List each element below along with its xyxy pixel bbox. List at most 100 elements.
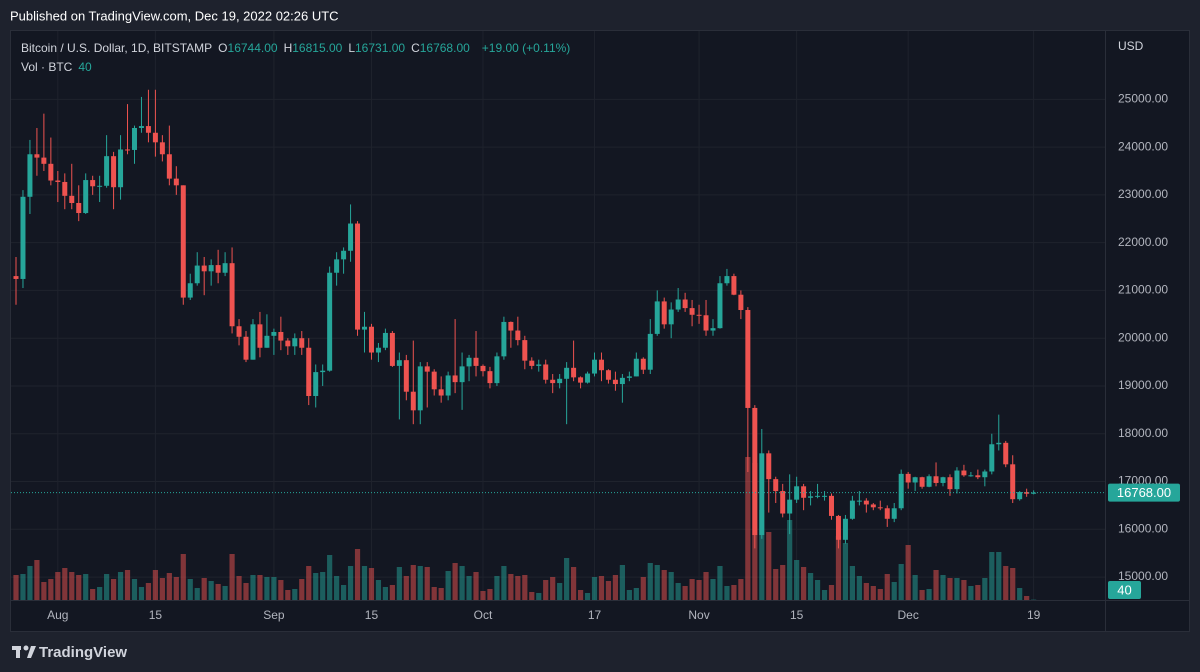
volume-bar — [835, 536, 842, 600]
candle-body — [947, 477, 953, 490]
volume-badge — [1108, 581, 1141, 599]
volume-bar — [745, 457, 751, 600]
candle-body — [355, 223, 361, 330]
candle-body — [640, 358, 646, 370]
volume-bar — [285, 590, 291, 600]
volume-bar — [320, 572, 326, 600]
x-tick-label: 15 — [790, 608, 804, 622]
volume-bar — [306, 566, 312, 600]
volume-bar — [612, 575, 619, 600]
volume-bar — [807, 573, 814, 600]
candle-body — [327, 272, 333, 371]
candle-body — [166, 154, 172, 179]
ohlc-key: H — [283, 41, 293, 55]
volume-bar — [571, 567, 577, 600]
logo-stem — [16, 646, 20, 658]
x-tick-label: 15 — [365, 608, 379, 622]
candle-body — [334, 259, 340, 273]
volume-bar — [417, 566, 423, 600]
volume-bar — [870, 586, 876, 600]
candle-body — [229, 263, 235, 327]
volume-bar — [1010, 568, 1016, 600]
candle-body — [410, 391, 416, 411]
candle-body — [250, 324, 256, 360]
volume-bar — [703, 572, 709, 600]
candle-body — [898, 473, 904, 509]
candle-body — [159, 142, 165, 155]
volume-bar — [340, 585, 347, 600]
candle-body — [215, 265, 221, 273]
volume-bar — [675, 583, 681, 600]
last-price-label: 16768.00 — [1117, 485, 1171, 500]
candle-body — [996, 442, 1002, 445]
candle-body — [41, 157, 47, 164]
candle-body — [870, 504, 876, 508]
volume-bar — [940, 575, 946, 600]
candle-body — [982, 471, 988, 478]
candle-body — [264, 335, 270, 348]
candle-body — [90, 180, 96, 187]
last-price-badge — [1108, 483, 1180, 502]
volume-bar — [947, 578, 953, 600]
volume-bar — [654, 565, 660, 600]
candle-body — [780, 491, 786, 514]
y-tick-label: 15000.00 — [1118, 569, 1168, 583]
y-tick-label: 20000.00 — [1118, 330, 1168, 344]
volume-bar — [48, 579, 54, 600]
candle-body — [403, 360, 409, 392]
candle-body — [905, 473, 911, 483]
candle-body — [703, 315, 709, 331]
y-tick-label: 24000.00 — [1118, 139, 1168, 153]
candle-body — [543, 364, 549, 380]
volume-bar — [926, 589, 932, 600]
volume-bar — [480, 591, 486, 600]
volume-bar — [424, 567, 430, 600]
candle-body — [654, 301, 660, 334]
volume-bar — [299, 579, 305, 600]
volume-bar — [69, 572, 75, 600]
volume-bar — [473, 572, 479, 600]
candle-body — [822, 495, 828, 497]
candle-body — [585, 373, 591, 383]
candle-body — [682, 299, 688, 309]
volume-bar — [361, 566, 368, 600]
candle-body — [341, 250, 347, 260]
volume-bar — [34, 560, 40, 600]
currency-label: USD — [1118, 39, 1144, 53]
volume-bar — [27, 566, 33, 600]
volume-bar — [584, 593, 591, 600]
volume-bar — [550, 577, 556, 600]
volume-bar — [76, 575, 82, 600]
volume-bar — [368, 568, 375, 600]
candle-body — [884, 508, 890, 519]
candle-body — [515, 330, 521, 341]
candle-body — [842, 518, 848, 540]
candle-body — [912, 477, 918, 483]
volume-bar — [919, 590, 925, 600]
volume-bar — [647, 563, 653, 600]
x-tick-label: 15 — [149, 608, 163, 622]
candle-body — [794, 486, 800, 500]
candle-body — [738, 294, 744, 311]
candle-body — [689, 308, 695, 315]
volume-bar — [90, 589, 96, 600]
candle-body — [557, 378, 563, 384]
volume-bar — [961, 580, 967, 600]
volume-bar — [327, 555, 333, 600]
volume-bar — [487, 589, 493, 600]
volume-bar — [863, 583, 869, 600]
brand-name: TradingView — [39, 644, 127, 661]
candle-body — [131, 127, 137, 150]
volume-bar — [173, 577, 179, 600]
candle-body — [306, 347, 312, 397]
volume-value: 40 — [78, 60, 92, 74]
candle-body — [605, 370, 611, 380]
candle-body — [83, 180, 89, 214]
volume-bar — [41, 582, 47, 600]
candle-body — [396, 360, 402, 366]
candle-body — [815, 495, 821, 497]
volume-bar — [313, 573, 319, 600]
volume-bar — [452, 563, 458, 600]
x-tick-label: Nov — [688, 608, 709, 622]
ohlc-value: 16815.00 — [292, 41, 343, 55]
